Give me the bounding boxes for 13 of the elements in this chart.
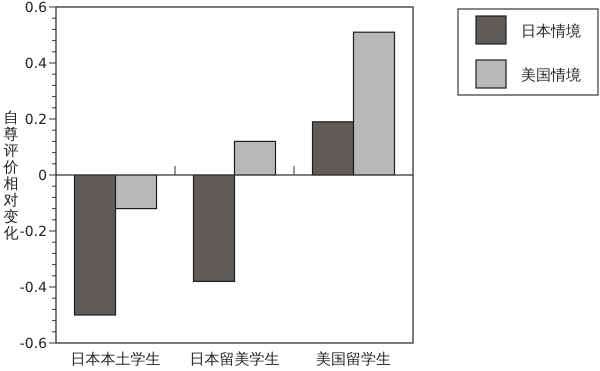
y-tick-label: 0.4 xyxy=(24,56,48,72)
y-tick-label: 0.2 xyxy=(24,112,47,128)
y-tick-label: 0 xyxy=(38,168,47,184)
x-tick-label: 日本本土学生 xyxy=(70,350,160,368)
x-tick-label: 日本留美学生 xyxy=(190,350,280,368)
y-tick-label: -0.4 xyxy=(20,280,48,296)
legend-label: 美国情境 xyxy=(521,66,581,84)
x-tick-label: 美国留学生 xyxy=(316,350,391,368)
legend-label: 日本情境 xyxy=(521,22,581,40)
y-axis-title: 自尊评价相对变化 xyxy=(2,108,18,242)
y-tick-label: 0.6 xyxy=(24,0,48,16)
y-tick-label: -0.2 xyxy=(20,224,47,240)
y-tick-label: -0.6 xyxy=(20,336,48,352)
